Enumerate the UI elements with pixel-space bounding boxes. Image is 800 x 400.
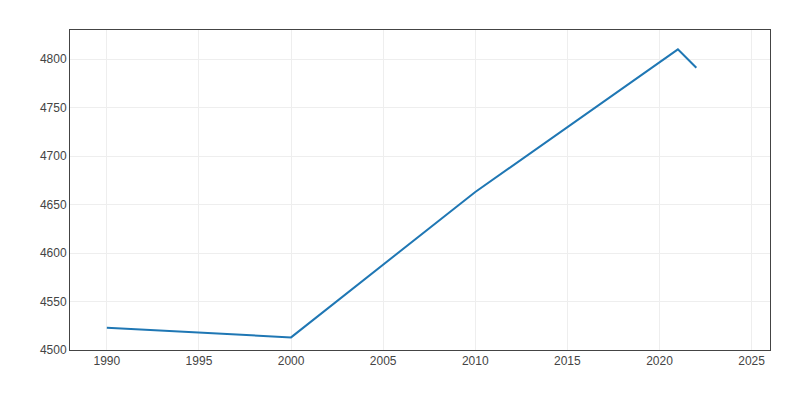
svg-text:4750: 4750 — [40, 101, 67, 115]
svg-text:4600: 4600 — [40, 246, 67, 260]
svg-text:4500: 4500 — [40, 343, 67, 357]
svg-text:2000: 2000 — [278, 354, 305, 368]
svg-text:4650: 4650 — [40, 198, 67, 212]
svg-text:2015: 2015 — [554, 354, 581, 368]
svg-text:2005: 2005 — [370, 354, 397, 368]
svg-text:2025: 2025 — [738, 354, 765, 368]
svg-text:4550: 4550 — [40, 295, 67, 309]
svg-text:4700: 4700 — [40, 149, 67, 163]
svg-text:2020: 2020 — [646, 354, 673, 368]
svg-text:1995: 1995 — [186, 354, 213, 368]
svg-text:4800: 4800 — [40, 52, 67, 66]
svg-text:1990: 1990 — [93, 354, 120, 368]
svg-text:2010: 2010 — [462, 354, 489, 368]
